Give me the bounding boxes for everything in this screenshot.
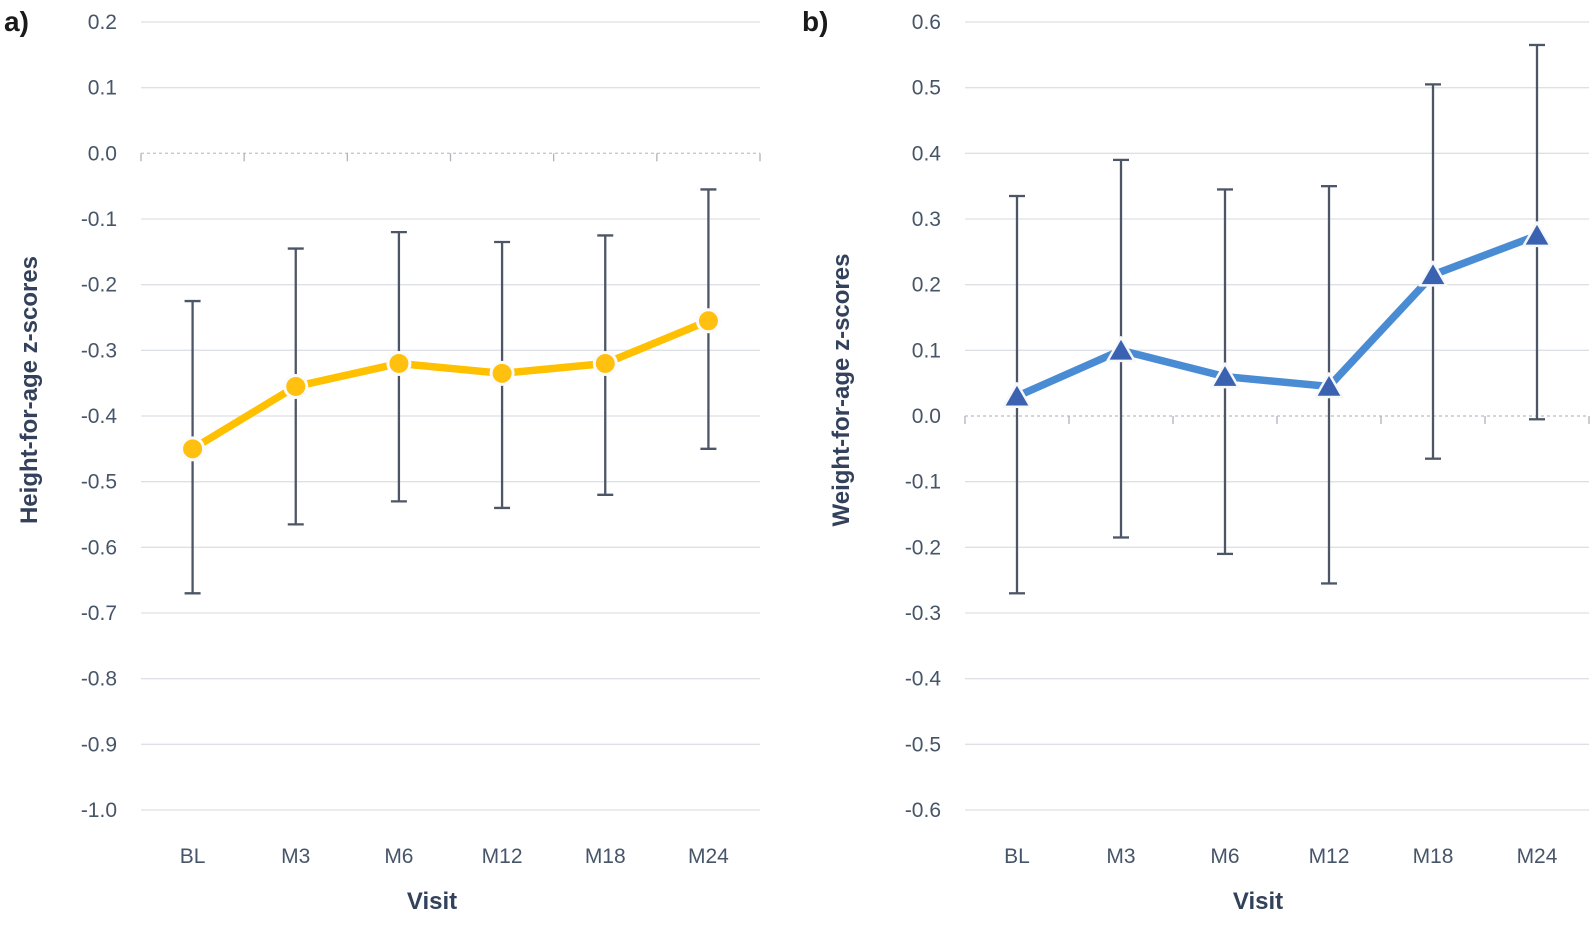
svg-text:-0.2: -0.2 [81, 274, 117, 297]
svg-text:-0.9: -0.9 [81, 733, 117, 756]
svg-text:0.2: 0.2 [88, 11, 117, 34]
svg-text:-0.1: -0.1 [81, 208, 117, 231]
svg-text:-0.3: -0.3 [905, 602, 941, 625]
svg-text:0.5: 0.5 [912, 77, 941, 100]
svg-text:0.2: 0.2 [912, 274, 941, 297]
svg-text:M18: M18 [585, 845, 626, 868]
svg-text:0.4: 0.4 [912, 142, 942, 165]
svg-text:BL: BL [1004, 845, 1030, 868]
svg-text:-0.4: -0.4 [905, 668, 942, 691]
svg-text:-0.1: -0.1 [905, 471, 941, 494]
svg-text:M6: M6 [1210, 845, 1239, 868]
svg-text:0.3: 0.3 [912, 208, 941, 231]
svg-text:M12: M12 [482, 845, 523, 868]
svg-text:M6: M6 [384, 845, 413, 868]
svg-text:BL: BL [180, 845, 206, 868]
y-axis-title-height-for-age: Height-for-age z-scores [16, 255, 43, 525]
svg-text:M3: M3 [1106, 845, 1135, 868]
svg-text:M18: M18 [1413, 845, 1454, 868]
svg-text:-0.6: -0.6 [905, 799, 941, 822]
svg-text:0.1: 0.1 [88, 77, 117, 100]
svg-text:0.6: 0.6 [912, 11, 941, 34]
svg-text:-0.5: -0.5 [81, 471, 117, 494]
svg-text:-0.3: -0.3 [81, 339, 117, 362]
svg-text:-1.0: -1.0 [81, 799, 117, 822]
svg-text:-0.7: -0.7 [81, 602, 117, 625]
svg-text:0.1: 0.1 [912, 339, 941, 362]
svg-text:-0.5: -0.5 [905, 733, 941, 756]
svg-text:M24: M24 [688, 845, 729, 868]
y-axis-title-weight-for-age: Weight-for-age z-scores [828, 253, 855, 527]
svg-text:-0.8: -0.8 [81, 668, 117, 691]
svg-text:0.0: 0.0 [88, 142, 117, 165]
panel-label-b: b) [802, 6, 829, 37]
x-axis-title-visit-left: Visit [406, 888, 458, 915]
x-axis-title-visit-right: Visit [1232, 888, 1284, 915]
svg-text:-0.6: -0.6 [81, 536, 117, 559]
svg-text:M24: M24 [1517, 845, 1558, 868]
svg-text:-0.4: -0.4 [81, 405, 118, 428]
svg-text:0.0: 0.0 [912, 405, 941, 428]
svg-text:M3: M3 [281, 845, 310, 868]
svg-text:-0.2: -0.2 [905, 536, 941, 559]
panel-label-a: a) [4, 6, 29, 37]
svg-text:M12: M12 [1309, 845, 1350, 868]
